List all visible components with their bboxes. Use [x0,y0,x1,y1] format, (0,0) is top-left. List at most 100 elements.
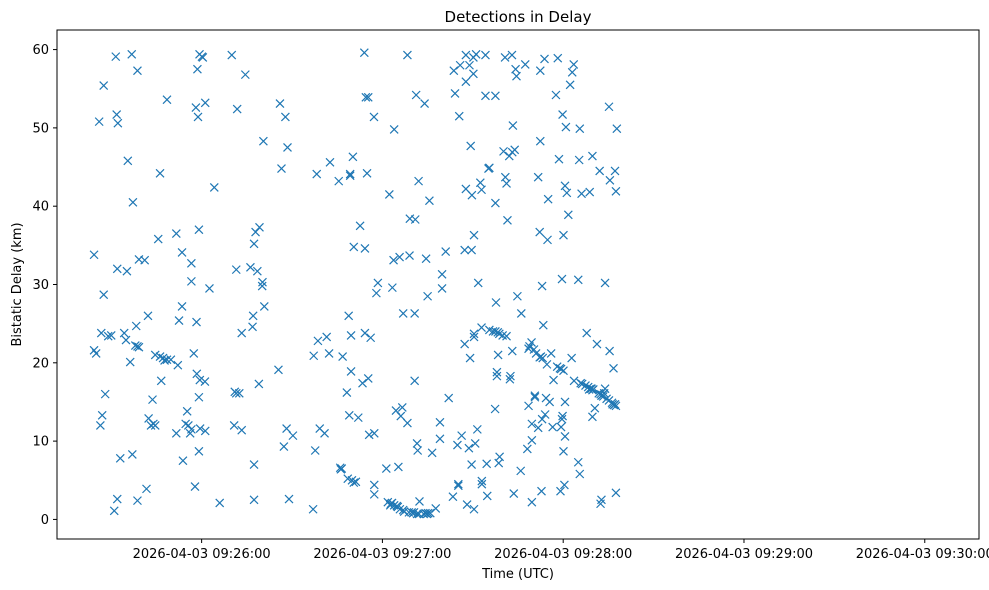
data-point [477,476,487,486]
data-point [522,444,532,454]
data-point [364,430,374,440]
data-point [609,363,618,373]
data-point [537,486,546,496]
data-point [559,366,568,376]
data-point [355,221,365,231]
data-point [194,392,204,402]
data-point [491,298,501,307]
data-point [453,481,463,491]
data-point [150,421,160,430]
data-point [533,423,543,433]
data-point [465,60,474,70]
data-point [109,506,119,516]
data-point [200,98,210,108]
data-point [198,52,208,62]
data-point [111,52,121,62]
data-point [346,366,356,376]
data-point [115,453,125,463]
data-point [283,143,292,152]
data-point [611,186,621,196]
data-point [231,265,241,275]
data-point [423,508,433,518]
data-point [582,328,592,338]
x-tick-label: 2026-04-03 09:26:00 [133,547,271,562]
data-point [577,189,587,199]
data-point [524,401,533,411]
data-point [505,374,515,384]
data-point [259,302,269,311]
data-point [437,283,447,293]
data-point [177,247,187,257]
data-point [252,266,262,276]
data-point [393,462,403,472]
data-point [360,244,370,253]
data-point [423,291,433,301]
data-point [565,80,575,90]
data-point [227,50,237,60]
data-point [215,498,225,508]
data-point [557,274,567,284]
data-point [427,448,437,458]
data-point [506,371,515,381]
data-point [349,242,359,252]
data-point [559,480,569,490]
data-point [611,401,621,411]
data-point [510,145,520,155]
data-point [548,422,558,432]
x-tick-label: 2026-04-03 09:27:00 [313,547,451,562]
data-point [171,428,181,438]
data-point [537,414,547,424]
data-point [96,328,106,338]
data-point [237,425,247,435]
data-point [585,187,595,197]
data-point [99,81,109,91]
data-point [338,352,348,361]
data-point [140,255,150,265]
x-axis: 2026-04-03 09:26:00 2026-04-03 09:27:00 20… [133,539,989,562]
data-point [127,49,137,59]
data-point [469,332,479,342]
data-point [469,504,479,514]
x-tick-label: 2026-04-03 09:28:00 [494,547,632,562]
data-point [469,329,479,339]
data-point [567,67,577,77]
data-point [369,112,379,122]
data-point [194,446,204,456]
data-point [540,54,549,64]
data-point [413,446,423,455]
data-point [542,359,552,369]
data-point [351,477,361,487]
data-point [192,369,202,379]
x-tick-label: 2026-04-03 09:30:00 [856,547,989,562]
data-point [345,171,355,181]
data-point [255,222,264,232]
data-point [421,254,431,264]
data-point [189,348,199,358]
data-point [193,112,203,122]
data-point [186,424,196,434]
data-point [464,443,474,453]
data-point [412,509,422,519]
data-point [280,112,290,122]
data-point [237,328,247,338]
data-point [592,339,602,349]
data-point [125,357,135,367]
data-point [499,146,508,156]
y-tick-label: 0 [41,513,49,528]
y-tick-label: 10 [32,435,49,450]
data-point [610,166,620,176]
data-point [575,124,585,134]
data-point [551,90,561,100]
data-point [490,91,500,101]
data-point [535,66,545,76]
data-point [431,504,441,513]
data-point [395,504,405,514]
data-point [342,388,352,397]
data-point [558,110,568,119]
data-point [454,111,464,121]
data-point [470,439,480,448]
data-point [395,252,405,262]
data-point [490,198,500,208]
data-point [481,50,490,60]
